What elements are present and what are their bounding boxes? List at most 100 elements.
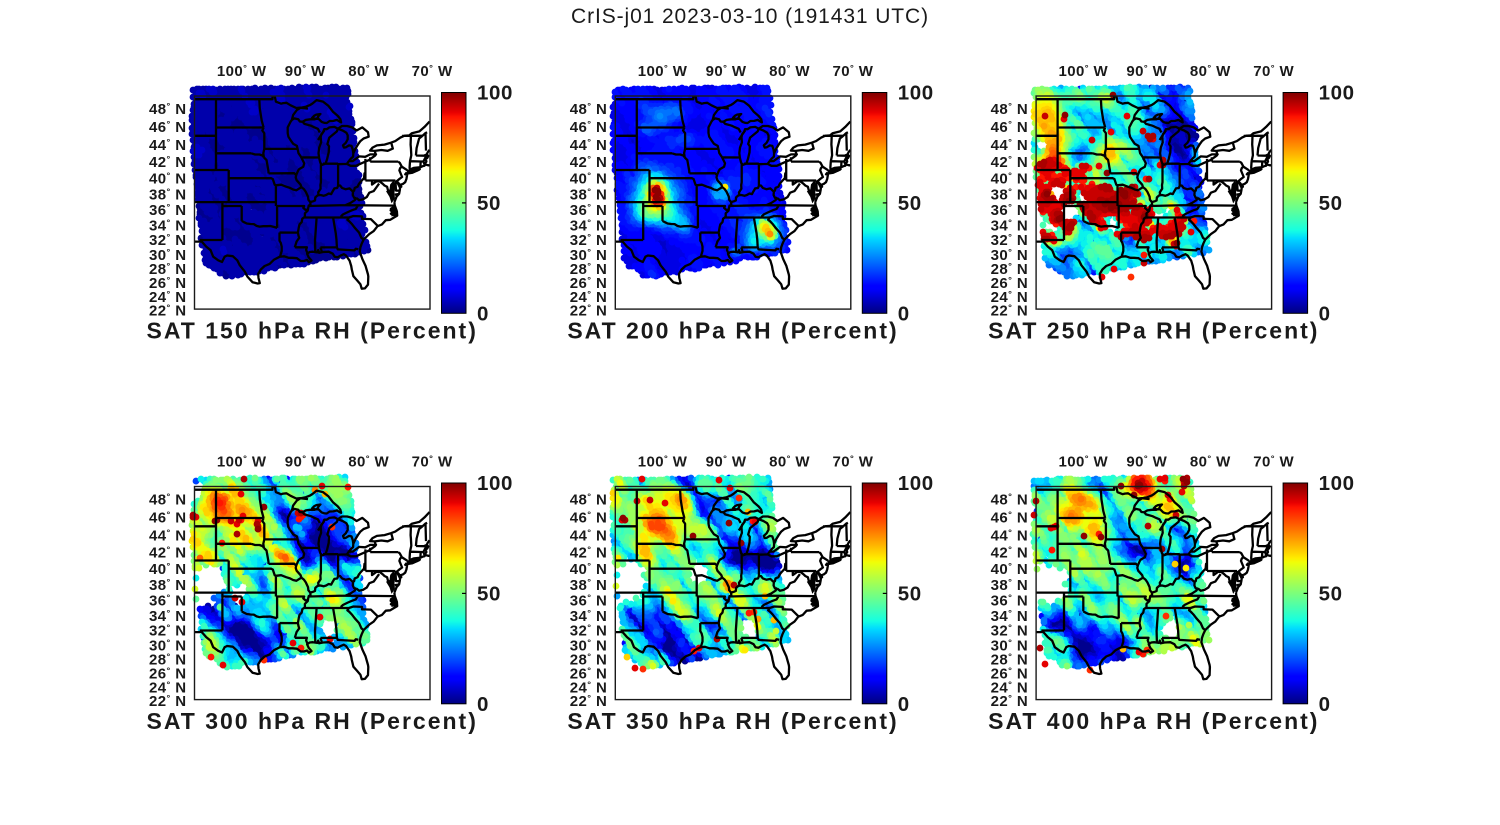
svg-text:100° W: 100° W bbox=[217, 63, 267, 80]
svg-text:50: 50 bbox=[898, 192, 922, 215]
svg-text:32° N: 32° N bbox=[991, 623, 1029, 640]
svg-text:22° N: 22° N bbox=[570, 302, 608, 319]
svg-text:26° N: 26° N bbox=[149, 666, 187, 683]
svg-text:42° N: 42° N bbox=[149, 544, 187, 561]
svg-text:44° N: 44° N bbox=[149, 527, 187, 544]
svg-text:38° N: 38° N bbox=[149, 186, 187, 203]
svg-text:44° N: 44° N bbox=[570, 137, 608, 154]
svg-text:0: 0 bbox=[1319, 302, 1331, 325]
svg-text:26° N: 26° N bbox=[570, 666, 608, 683]
svg-text:36° N: 36° N bbox=[991, 202, 1029, 219]
svg-text:44° N: 44° N bbox=[149, 137, 187, 154]
svg-text:32° N: 32° N bbox=[991, 232, 1029, 249]
svg-text:70° W: 70° W bbox=[412, 63, 453, 80]
svg-text:SAT 200 hPa RH (Percent): SAT 200 hPa RH (Percent) bbox=[567, 318, 898, 344]
svg-text:46° N: 46° N bbox=[991, 119, 1029, 136]
svg-text:100° W: 100° W bbox=[1059, 63, 1109, 80]
svg-text:30° N: 30° N bbox=[149, 247, 187, 264]
svg-text:38° N: 38° N bbox=[570, 186, 608, 203]
svg-text:40° N: 40° N bbox=[149, 561, 187, 578]
svg-text:28° N: 28° N bbox=[570, 261, 608, 278]
svg-text:24° N: 24° N bbox=[149, 679, 187, 696]
svg-text:36° N: 36° N bbox=[570, 593, 608, 610]
svg-text:40° N: 40° N bbox=[991, 561, 1029, 578]
svg-text:0: 0 bbox=[477, 693, 489, 716]
svg-text:26° N: 26° N bbox=[149, 275, 187, 292]
svg-text:100° W: 100° W bbox=[217, 454, 267, 471]
svg-text:24° N: 24° N bbox=[991, 289, 1029, 306]
svg-text:70° W: 70° W bbox=[1253, 454, 1294, 471]
svg-text:36° N: 36° N bbox=[149, 593, 187, 610]
svg-text:34° N: 34° N bbox=[149, 608, 187, 625]
svg-text:48° N: 48° N bbox=[991, 491, 1029, 508]
svg-text:26° N: 26° N bbox=[991, 666, 1029, 683]
svg-text:48° N: 48° N bbox=[149, 491, 187, 508]
svg-text:80° W: 80° W bbox=[348, 63, 389, 80]
svg-text:90° W: 90° W bbox=[1126, 454, 1167, 471]
svg-text:42° N: 42° N bbox=[991, 154, 1029, 171]
svg-text:46° N: 46° N bbox=[149, 510, 187, 527]
svg-text:46° N: 46° N bbox=[570, 510, 608, 527]
svg-text:42° N: 42° N bbox=[570, 544, 608, 561]
svg-text:24° N: 24° N bbox=[991, 679, 1029, 696]
svg-text:22° N: 22° N bbox=[149, 302, 187, 319]
svg-text:28° N: 28° N bbox=[149, 652, 187, 669]
svg-text:70° W: 70° W bbox=[832, 63, 873, 80]
svg-text:46° N: 46° N bbox=[991, 510, 1029, 527]
svg-text:44° N: 44° N bbox=[991, 527, 1029, 544]
svg-text:24° N: 24° N bbox=[570, 289, 608, 306]
svg-text:100: 100 bbox=[477, 472, 513, 495]
svg-text:44° N: 44° N bbox=[570, 527, 608, 544]
svg-text:100: 100 bbox=[477, 82, 513, 105]
svg-text:30° N: 30° N bbox=[991, 637, 1029, 654]
svg-text:28° N: 28° N bbox=[991, 652, 1029, 669]
svg-text:SAT 150 hPa RH (Percent): SAT 150 hPa RH (Percent) bbox=[147, 318, 478, 344]
svg-text:42° N: 42° N bbox=[570, 154, 608, 171]
svg-text:34° N: 34° N bbox=[570, 217, 608, 234]
svg-text:32° N: 32° N bbox=[149, 232, 187, 249]
svg-text:48° N: 48° N bbox=[149, 101, 187, 118]
svg-text:32° N: 32° N bbox=[570, 232, 608, 249]
svg-text:40° N: 40° N bbox=[570, 170, 608, 187]
svg-text:28° N: 28° N bbox=[991, 261, 1029, 278]
svg-text:80° W: 80° W bbox=[769, 454, 810, 471]
svg-text:SAT 350 hPa RH (Percent): SAT 350 hPa RH (Percent) bbox=[567, 708, 898, 734]
svg-text:40° N: 40° N bbox=[991, 170, 1029, 187]
svg-text:30° N: 30° N bbox=[570, 637, 608, 654]
svg-text:80° W: 80° W bbox=[769, 63, 810, 80]
svg-text:24° N: 24° N bbox=[570, 679, 608, 696]
svg-text:40° N: 40° N bbox=[149, 170, 187, 187]
svg-text:50: 50 bbox=[1319, 192, 1343, 215]
svg-text:34° N: 34° N bbox=[149, 217, 187, 234]
svg-text:50: 50 bbox=[477, 192, 501, 215]
svg-text:36° N: 36° N bbox=[991, 593, 1029, 610]
svg-text:100: 100 bbox=[898, 82, 934, 105]
svg-text:32° N: 32° N bbox=[149, 623, 187, 640]
svg-text:90° W: 90° W bbox=[1126, 63, 1167, 80]
svg-text:38° N: 38° N bbox=[991, 186, 1029, 203]
svg-text:38° N: 38° N bbox=[570, 577, 608, 594]
svg-text:70° W: 70° W bbox=[832, 454, 873, 471]
svg-text:42° N: 42° N bbox=[991, 544, 1029, 561]
svg-text:36° N: 36° N bbox=[149, 202, 187, 219]
svg-text:30° N: 30° N bbox=[991, 247, 1029, 264]
svg-text:100° W: 100° W bbox=[638, 63, 688, 80]
svg-text:38° N: 38° N bbox=[991, 577, 1029, 594]
svg-text:90° W: 90° W bbox=[706, 454, 747, 471]
svg-text:100: 100 bbox=[1319, 82, 1355, 105]
svg-text:80° W: 80° W bbox=[1190, 63, 1231, 80]
svg-text:70° W: 70° W bbox=[412, 454, 453, 471]
svg-text:32° N: 32° N bbox=[570, 623, 608, 640]
svg-text:38° N: 38° N bbox=[149, 577, 187, 594]
svg-text:100° W: 100° W bbox=[638, 454, 688, 471]
svg-text:22° N: 22° N bbox=[991, 693, 1029, 710]
svg-text:100: 100 bbox=[898, 472, 934, 495]
svg-text:30° N: 30° N bbox=[149, 637, 187, 654]
svg-text:48° N: 48° N bbox=[570, 101, 608, 118]
svg-text:24° N: 24° N bbox=[149, 289, 187, 306]
svg-text:30° N: 30° N bbox=[570, 247, 608, 264]
svg-text:80° W: 80° W bbox=[348, 454, 389, 471]
svg-text:22° N: 22° N bbox=[570, 693, 608, 710]
svg-text:0: 0 bbox=[1319, 693, 1331, 716]
svg-text:0: 0 bbox=[898, 302, 910, 325]
